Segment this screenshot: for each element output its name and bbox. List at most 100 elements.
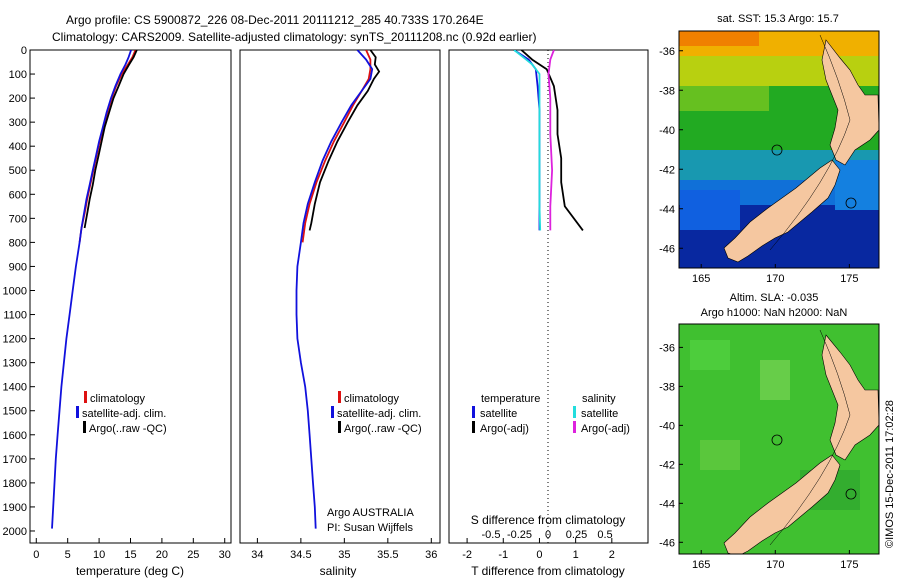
- map-lon-label: 165: [692, 559, 710, 571]
- diff-legend-salinity-header: salinity: [582, 393, 616, 405]
- legend-climatology-swatch: [84, 391, 87, 403]
- depth-tick-label: 400: [9, 141, 27, 153]
- depth-tick-label: 1300: [3, 358, 27, 370]
- x-tick-label: -2: [462, 549, 472, 561]
- s-diff-tick-label: -0.5: [482, 529, 501, 541]
- sst-land-south-island: [723, 159, 841, 263]
- x-tick-label: 35: [338, 549, 350, 561]
- x-tick-label: 35.5: [377, 549, 398, 561]
- temperature-panel-frame: [29, 49, 232, 544]
- depth-tick-label: 1700: [3, 454, 27, 466]
- sst-map: [679, 31, 879, 268]
- difference-legend: temperature salinity satellite Argo(-adj…: [472, 393, 630, 435]
- depth-tick-label: 1000: [3, 285, 27, 297]
- s-difference-axis-label: S difference from climatology: [471, 513, 626, 527]
- series-line-salinity-satellite: [513, 50, 542, 231]
- x-tick-label: 1: [573, 549, 579, 561]
- x-tick-label: 2: [609, 549, 615, 561]
- legend-argo-swatch: [83, 421, 86, 433]
- sla-map-title-1: Altim. SLA: -0.035: [730, 292, 819, 304]
- depth-tick-label: 2000: [3, 526, 27, 538]
- difference-panel-frame: [448, 49, 649, 544]
- sla-map: [679, 324, 879, 554]
- sla-land-south-island: [723, 454, 841, 554]
- legend-satellite-label: satellite-adj. clim.: [82, 408, 166, 420]
- sst-map-title: sat. SST: 15.3 Argo: 15.7: [717, 13, 839, 25]
- depth-tick-label: 300: [9, 117, 27, 129]
- temperature-legend: climatology satellite-adj. clim. Argo(..…: [76, 391, 167, 435]
- series-line-satellite-adj-clim-: [295, 50, 374, 529]
- map-lat-label: -38: [659, 85, 675, 97]
- map-lon-label: 170: [766, 273, 784, 285]
- x-tick-label: 34: [251, 549, 263, 561]
- diff-legend-sal-satellite-label: satellite: [581, 408, 618, 420]
- map-lat-label: -42: [659, 459, 675, 471]
- x-tick-label: 36: [425, 549, 437, 561]
- map-lat-label: -36: [659, 46, 675, 58]
- sla-map-axes: 165 170 175 -36 -38 -40 -42 -44 -46: [659, 342, 858, 571]
- map-lat-label: -44: [659, 204, 675, 216]
- t-difference-x-axis: -2 -1 0 1 2: [462, 538, 615, 561]
- diff-legend-sal-argo-label: Argo(-adj): [581, 423, 630, 435]
- map-lat-label: -40: [659, 125, 675, 137]
- x-tick-label: 0: [536, 549, 542, 561]
- x-tick-label: 25: [187, 549, 199, 561]
- sal-legend-climatology-label: climatology: [344, 393, 400, 405]
- x-tick-label: 15: [124, 549, 136, 561]
- depth-tick-label: 500: [9, 165, 27, 177]
- credit-line-1: Argo AUSTRALIA: [327, 507, 414, 519]
- depth-tick-label: 1600: [3, 430, 27, 442]
- salinity-legend: climatology satellite-adj. clim. Argo(..…: [331, 391, 422, 435]
- s-diff-tick-label: 0.25: [566, 529, 587, 541]
- sal-legend-satellite-label: satellite-adj. clim.: [337, 408, 421, 420]
- figure-title-line-1: Argo profile: CS 5900872_226 08-Dec-2011…: [66, 13, 484, 27]
- salinity-axis-label: salinity: [320, 564, 357, 578]
- difference-series: [513, 50, 584, 231]
- series-line-salinity-argo-adj-: [547, 50, 555, 231]
- diff-legend-temp-argo-swatch: [472, 421, 475, 433]
- depth-tick-label: 0: [21, 45, 27, 57]
- t-difference-axis-label: T difference from climatology: [471, 564, 625, 578]
- sal-legend-argo-swatch: [338, 421, 341, 433]
- depth-tick-label: 100: [9, 69, 27, 81]
- x-tick-label: 0: [33, 549, 39, 561]
- legend-argo-label: Argo(..raw -QC): [89, 423, 167, 435]
- sal-legend-climatology-swatch: [338, 391, 341, 403]
- salinity-x-axis: 34 34.5 35 35.5 36: [251, 538, 437, 561]
- map-lat-label: -44: [659, 498, 675, 510]
- depth-tick-label: 1900: [3, 502, 27, 514]
- x-tick-label: 34.5: [290, 549, 311, 561]
- map-lat-label: -40: [659, 420, 675, 432]
- sla-map-title-2: Argo h1000: NaN h2000: NaN: [701, 307, 848, 319]
- x-tick-label: 30: [219, 549, 231, 561]
- salinity-panel-frame: [239, 49, 441, 544]
- depth-tick-label: 1100: [3, 310, 27, 322]
- sst-map-frame: [678, 30, 880, 269]
- temperature-x-axis: 0 5 10 15 20 25 30: [33, 538, 231, 561]
- map-lat-label: -42: [659, 164, 675, 176]
- x-tick-label: -1: [498, 549, 508, 561]
- sst-map-axes: 165 170 175 -36 -38 -40 -42 -44 -46: [659, 46, 858, 285]
- series-line-temperature-argo-adj-: [520, 50, 584, 231]
- s-difference-x-axis: -0.5-0.2500.250.5: [482, 529, 613, 541]
- series-line-argo-raw-qc-: [308, 50, 381, 231]
- series-line-climatology: [301, 50, 372, 243]
- sal-legend-argo-label: Argo(..raw -QC): [344, 423, 422, 435]
- depth-tick-label: 600: [9, 189, 27, 201]
- map-lon-label: 170: [766, 559, 784, 571]
- sal-legend-satellite-swatch: [331, 406, 334, 418]
- sst-land-north-island: [821, 39, 879, 166]
- series-line-satellite-adj-clim-: [51, 50, 132, 529]
- map-lat-label: -36: [659, 342, 675, 354]
- map-lat-label: -46: [659, 537, 675, 549]
- diff-legend-temp-satellite-swatch: [472, 406, 475, 418]
- depth-tick-label: 1200: [3, 334, 27, 346]
- map-lon-label: 175: [840, 273, 858, 285]
- depth-tick-label: 800: [9, 237, 27, 249]
- temperature-axis-label: temperature (deg C): [76, 564, 184, 578]
- credit-line-2: PI: Susan Wijffels: [327, 522, 413, 534]
- legend-satellite-swatch: [76, 406, 79, 418]
- depth-tick-label: 1500: [3, 406, 27, 418]
- diff-legend-temperature-header: temperature: [481, 393, 540, 405]
